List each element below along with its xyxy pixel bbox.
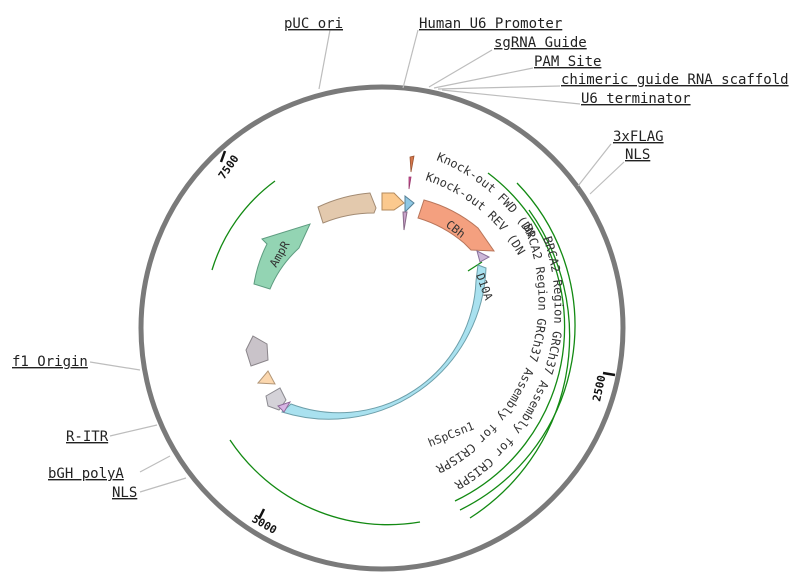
- primer-fwd-label: Knock-out FWD (DNA): [0, 0, 538, 239]
- label-u6-terminator: U6 terminator: [581, 91, 691, 107]
- tick-marks: [219, 150, 616, 520]
- label-chimeric-scaffold: chimeric guide RNA scaffold: [561, 72, 789, 88]
- label-sgrna-guide: sgRNA Guide: [494, 35, 587, 51]
- label-nls-bottom: NLS: [112, 485, 137, 501]
- sgrna-arrow[interactable]: [404, 194, 415, 214]
- label-r-itr: R-ITR: [66, 429, 109, 445]
- region-track-right-2: [459, 182, 576, 511]
- label-nls-top: NLS: [625, 147, 650, 163]
- region-track-upper-left: [211, 180, 276, 271]
- puc-ori-arrow[interactable]: [317, 192, 377, 224]
- region-track-right-3: [469, 209, 571, 519]
- label-bgh-polya: bGH polyA: [48, 466, 124, 482]
- pam-site-marker[interactable]: [402, 211, 408, 231]
- small-arrow-purple[interactable]: [277, 401, 292, 413]
- label-3xflag: 3xFLAG: [613, 129, 664, 145]
- label-f1-origin: f1 Origin: [12, 354, 88, 370]
- hspcsn1-arrow[interactable]: [281, 264, 487, 420]
- label-human-u6-promoter: Human U6 Promoter: [419, 16, 562, 32]
- primer-rev-marker[interactable]: [408, 176, 412, 190]
- region-tracks: [211, 172, 576, 526]
- d10a-marker-line: [467, 261, 483, 272]
- ampr-arrow[interactable]: [253, 223, 311, 290]
- u6-promoter-arrow[interactable]: [381, 192, 405, 211]
- small-arrow-peach[interactable]: [256, 370, 276, 385]
- cbh-arrow[interactable]: [417, 199, 495, 252]
- region-track-bottom: [229, 439, 421, 526]
- plasmid-backbone: [138, 84, 626, 572]
- tick-7500: [219, 150, 227, 163]
- f1-origin-arrow[interactable]: [245, 335, 269, 367]
- leader-lines: [89, 29, 625, 493]
- primer-fwd-marker[interactable]: [409, 155, 415, 173]
- tick-5000: [257, 508, 266, 520]
- region-track-right-1: [454, 172, 566, 502]
- label-pam-site: PAM Site: [534, 54, 601, 70]
- tick-label-7500: 7500: [216, 153, 242, 182]
- label-puc-ori: pUC ori: [284, 16, 343, 32]
- tick-label-2500: 2500: [590, 374, 608, 403]
- tick-2500: [602, 371, 616, 377]
- nls-bottom-arrow[interactable]: [476, 250, 491, 263]
